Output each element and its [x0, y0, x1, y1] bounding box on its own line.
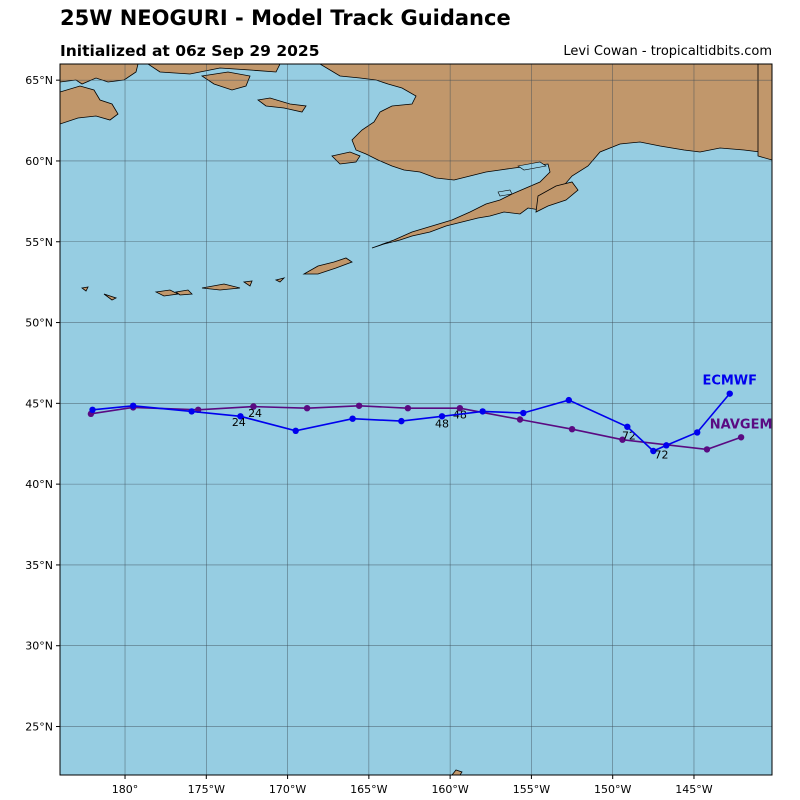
land-chukotka-south	[60, 85, 119, 125]
land-north-strip	[147, 64, 281, 75]
land-aleutian-west-3	[103, 293, 118, 301]
ecmwf-track-point	[292, 427, 299, 435]
land-alaska-mainland	[319, 64, 772, 249]
ecmwf-track-point	[188, 408, 195, 415]
lon-tick-label: 160°W	[431, 783, 468, 796]
navgem-hour-label: 24	[248, 407, 262, 420]
ecmwf-track-point	[438, 413, 446, 420]
ecmwf-track-point	[349, 415, 356, 422]
ecmwf-track-point	[726, 390, 733, 397]
land-kodiak-island	[535, 181, 579, 213]
land-aleutian-mid-2	[242, 280, 253, 287]
land-canada-coast	[757, 64, 772, 161]
inland-lake-1	[517, 161, 547, 171]
ecmwf-track-point	[694, 429, 701, 436]
lat-tick-label: 50°N	[25, 317, 53, 330]
ecmwf-model-label: ECMWF	[702, 374, 757, 389]
navgem-track-point	[250, 403, 257, 410]
land-aleutian-mid-3	[201, 283, 241, 291]
lat-tick-label: 45°N	[25, 397, 53, 410]
ecmwf-track-point	[663, 442, 670, 449]
lon-tick-label: 145°W	[675, 783, 712, 796]
ecmwf-track-point	[237, 413, 244, 420]
lat-tick-label: 60°N	[25, 155, 53, 168]
land-hawaii-tip	[451, 769, 463, 775]
ecmwf-track-line	[92, 393, 731, 452]
ecmwf-track-point	[89, 406, 96, 414]
lat-tick-label: 40°N	[25, 478, 53, 491]
inland-lake-2	[497, 189, 513, 197]
lon-tick-label: 165°W	[350, 783, 387, 796]
navgem-track-point	[404, 404, 412, 412]
lon-tick-label: 150°W	[594, 783, 631, 796]
lon-tick-label: 180°	[112, 783, 139, 796]
ecmwf-track-point	[479, 408, 486, 415]
navgem-track-point	[303, 404, 311, 412]
model-tracks: 24 48 72 NAVGEM 24 48 72 ECMWF	[87, 374, 773, 461]
navgem-track-point	[355, 402, 363, 409]
navgem-hour-label: 48	[453, 409, 467, 422]
navgem-track-point	[456, 404, 464, 412]
land-aleutian-west-2	[175, 289, 193, 296]
init-time-subtitle: Initialized at 06z Sep 29 2025	[60, 42, 320, 60]
inland-water-layer	[497, 161, 547, 197]
navgem-track-point	[619, 436, 626, 443]
navgem-track-point	[703, 446, 711, 453]
ecmwf-track-point	[650, 447, 657, 455]
navgem-track-point	[568, 425, 576, 433]
navgem-track-point	[516, 416, 524, 423]
land-layer	[60, 64, 772, 775]
lon-tick-label: 175°W	[188, 783, 225, 796]
ecmwf-track-point	[398, 417, 405, 425]
map-frame	[59, 63, 773, 776]
land-aleutian-west-4	[81, 286, 89, 292]
land-aleutian-mid-1	[274, 277, 286, 283]
lat-tick-label: 30°N	[25, 640, 53, 653]
page-title: 25W NEOGURI - Model Track Guidance	[60, 6, 511, 30]
land-st-lawrence-island	[200, 71, 251, 91]
navgem-hour-label: 72	[622, 430, 636, 443]
lat-tick-label: 55°N	[25, 236, 53, 249]
ecmwf-track-point	[624, 423, 631, 430]
land-st-matthew-island	[257, 97, 307, 113]
ecmwf-track-point	[129, 402, 137, 409]
lat-tick-label: 65°N	[25, 74, 53, 87]
ecmwf-hour-label: 48	[435, 418, 449, 431]
ecmwf-track: 24 48 72 ECMWF	[89, 374, 757, 461]
ecmwf-track-point	[565, 396, 573, 404]
lon-tick-label: 155°W	[513, 783, 550, 796]
ecmwf-hour-label: 24	[232, 416, 246, 429]
navgem-track-point	[737, 434, 745, 441]
lat-tick-label: 35°N	[25, 559, 53, 572]
lat-tick-label: 25°N	[25, 721, 53, 734]
axis-ticks: 180° 175°W 170°W 165°W 160°W 155°W 150°W 145°W 2…	[25, 74, 713, 796]
credit-text: Levi Cowan - tropicaltidbits.com	[563, 44, 772, 59]
land-aleutian-east	[302, 257, 353, 275]
ecmwf-track-point	[520, 409, 527, 417]
lon-tick-label: 170°W	[269, 783, 306, 796]
ecmwf-hour-label: 72	[654, 448, 668, 461]
navgem-model-label: NAVGEM	[710, 417, 773, 432]
